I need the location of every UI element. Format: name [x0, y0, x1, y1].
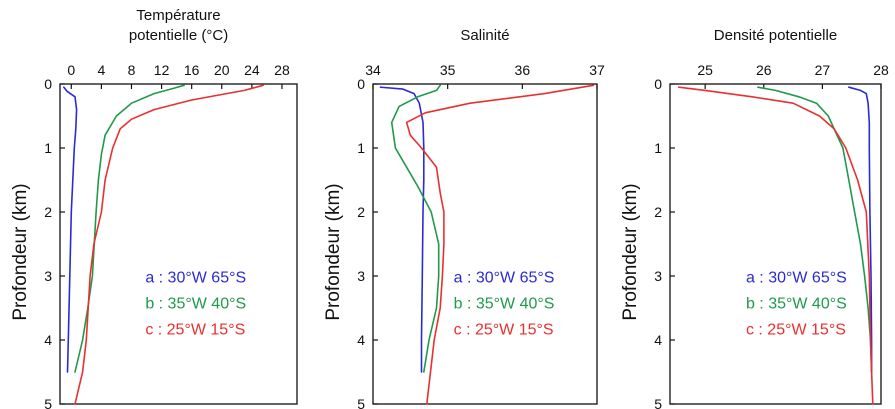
y-tick-label-temperature: 0 [44, 76, 52, 92]
x-tick-label-density: 25 [697, 62, 713, 78]
chart-title-temperature-line-1: Température [136, 7, 220, 24]
x-tick-label-salinity: 37 [589, 62, 605, 78]
legend-entry-c-salinity: c : 25°W 15°S [454, 321, 554, 338]
series-line-c-temperature [74, 84, 264, 405]
x-tick-label-temperature: 12 [154, 62, 170, 78]
y-tick-label-temperature: 1 [44, 140, 52, 156]
series-line-a-salinity [379, 86, 425, 373]
series-line-a-temperature [63, 86, 78, 373]
legend-entry-a-salinity: a : 30°W 65°S [454, 269, 555, 286]
chart-title-temperature-line-2: potentielle (°C) [129, 27, 228, 44]
x-tick-label-temperature: 8 [128, 62, 136, 78]
legend-entry-c-temperature: c : 25°W 15°S [145, 321, 245, 338]
legend-entry-c-density: c : 25°W 15°S [746, 321, 846, 338]
y-axis-label-density: Profondeur (km) [620, 183, 641, 320]
y-tick-label-density: 5 [654, 396, 662, 409]
x-tick-label-temperature: 20 [214, 62, 230, 78]
series-line-c-density [678, 86, 874, 405]
y-tick-label-salinity: 5 [357, 396, 365, 409]
legend-entry-b-salinity: b : 35°W 40°S [454, 295, 555, 312]
x-tick-label-density: 27 [815, 62, 831, 78]
y-tick-label-density: 0 [654, 76, 662, 92]
x-tick-label-temperature: 28 [274, 62, 290, 78]
x-tick-label-temperature: 24 [244, 62, 260, 78]
y-tick-label-salinity: 1 [357, 140, 365, 156]
y-axis-label-salinity: Profondeur (km) [323, 183, 344, 320]
plot-frame-density [669, 83, 882, 405]
y-tick-label-temperature: 3 [44, 268, 52, 284]
legend-entry-a-density: a : 30°W 65°S [746, 269, 847, 286]
chart-title-density: Densité potentielle [714, 27, 837, 44]
y-tick-label-temperature: 2 [44, 204, 52, 220]
y-axis-label-temperature: Profondeur (km) [10, 183, 31, 320]
legend-entry-a-temperature: a : 30°W 65°S [145, 269, 246, 286]
series-line-c-salinity [405, 84, 595, 405]
series-line-b-density [757, 86, 873, 373]
chart-title-salinity: Salinité [460, 27, 509, 44]
plot-frame-temperature [59, 83, 298, 405]
x-tick-label-temperature: 0 [67, 62, 75, 78]
panel-density: Densité potentielle 25 26 27 28 0 1 2 3 4 5 Profond… [620, 27, 889, 409]
y-tick-label-salinity: 0 [357, 76, 365, 92]
y-tick-label-temperature: 4 [44, 332, 52, 348]
y-tick-label-density: 2 [654, 204, 662, 220]
x-tick-label-salinity: 34 [365, 62, 381, 78]
series-line-b-salinity [390, 84, 441, 373]
x-tick-label-temperature: 4 [97, 62, 105, 78]
y-tick-label-salinity: 2 [357, 204, 365, 220]
x-tick-label-temperature: 16 [184, 62, 200, 78]
legend-entry-b-density: b : 35°W 40°S [746, 295, 847, 312]
x-tick-label-salinity: 35 [440, 62, 456, 78]
y-tick-label-density: 4 [654, 332, 662, 348]
y-tick-label-density: 1 [654, 140, 662, 156]
y-tick-label-salinity: 3 [357, 268, 365, 284]
y-tick-label-temperature: 5 [44, 396, 52, 409]
x-tick-label-salinity: 36 [515, 62, 531, 78]
x-tick-label-density: 26 [756, 62, 772, 78]
plot-frame-salinity [372, 83, 598, 405]
y-tick-label-salinity: 4 [357, 332, 365, 348]
series-line-a-density [848, 86, 873, 373]
legend-entry-b-temperature: b : 35°W 40°S [145, 295, 246, 312]
y-tick-label-density: 3 [654, 268, 662, 284]
x-tick-label-density: 28 [873, 62, 889, 78]
